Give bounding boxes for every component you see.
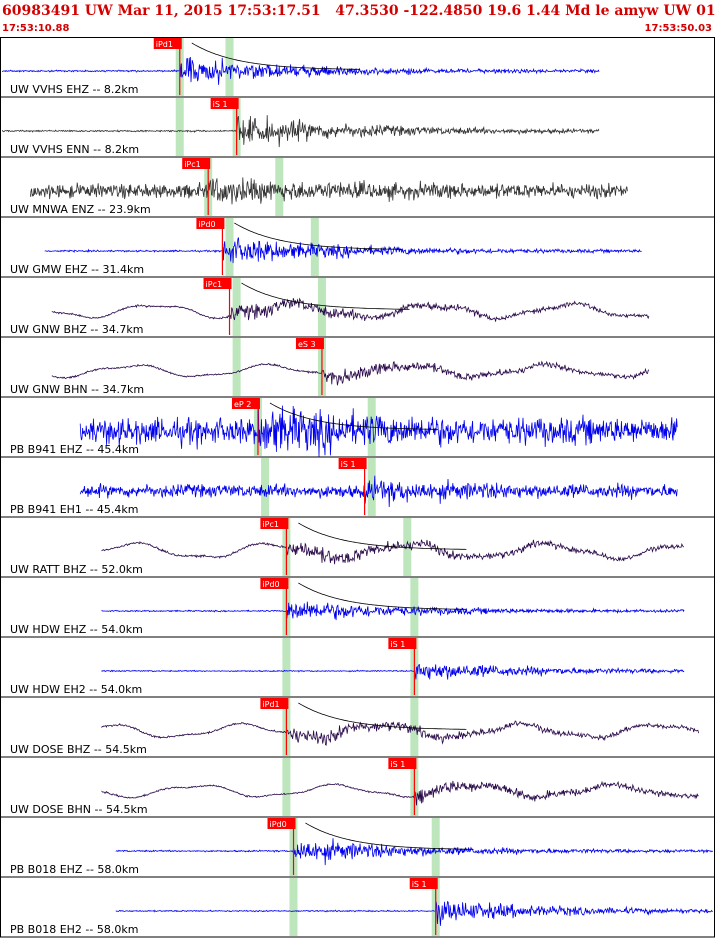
waveform-trace: [79, 475, 678, 508]
window-band: [275, 158, 284, 216]
pick-label: iPd0: [262, 580, 279, 589]
coda-curve: [269, 402, 439, 430]
trace-label: PB B018 EH2 -- 58.0km: [10, 923, 138, 936]
window-band: [317, 278, 326, 336]
coda-curve: [298, 702, 467, 730]
pick-label-box: [203, 278, 232, 289]
trace-label: UW MNWA ENZ -- 23.9km: [10, 203, 151, 216]
coda-curve: [234, 222, 403, 250]
pick-label: iS 1: [213, 100, 228, 109]
waveform-trace: [101, 780, 699, 806]
waveform-trace: [101, 664, 685, 680]
pick-label: iPc1: [262, 520, 279, 529]
window-band: [175, 98, 184, 156]
waveform-trace: [115, 900, 713, 926]
waveform-trace: [44, 237, 642, 264]
trace-label: PB B018 EHZ -- 58.0km: [10, 863, 139, 876]
pick-label-box: [153, 38, 182, 49]
pick-label: eS 3: [298, 340, 316, 349]
pick-label: iS 1: [412, 880, 427, 889]
window-band: [261, 458, 270, 516]
waveform-trace: [101, 720, 699, 746]
pick-label-box: [260, 578, 289, 589]
pick-label-box: [267, 818, 296, 829]
window-band: [431, 818, 440, 876]
event-title: 60983491 UW Mar 11, 2015 17:53:17.51 47.…: [2, 3, 715, 19]
record-header: 60983491 UW Mar 11, 2015 17:53:17.51 47.…: [0, 0, 715, 37]
pick-label: iPc1: [206, 280, 223, 289]
pick-label: iPd1: [156, 40, 173, 49]
pick-label: iPd1: [262, 700, 279, 709]
pick-label-box: [388, 758, 417, 769]
window-band: [232, 278, 241, 336]
pick-label-box: [182, 158, 211, 169]
coda-curve: [305, 822, 474, 850]
pick-label-box: [338, 458, 367, 469]
pick-label: iS 1: [390, 760, 405, 769]
trace-label: UW DOSE BHZ -- 54.5km: [10, 743, 147, 756]
waveform-trace: [101, 539, 684, 565]
trace-label: UW GNW BHN -- 34.7km: [10, 383, 144, 396]
trace-label: UW HDW EH2 -- 54.0km: [10, 683, 142, 696]
coda-curve: [298, 522, 467, 550]
trace-label: UW VVHS EHZ -- 8.2km: [10, 83, 139, 96]
trace-label: PB B941 EH1 -- 45.4km: [10, 503, 138, 516]
pick-label-box: [196, 218, 225, 229]
window-band: [282, 638, 291, 696]
window-band: [289, 878, 298, 936]
pick-label: iS 1: [390, 640, 405, 649]
trace-label: UW GNW BHZ -- 34.7km: [10, 323, 143, 336]
window-band: [225, 218, 234, 276]
window-band: [410, 698, 419, 756]
pick-label-box: [388, 638, 417, 649]
waveform-trace: [30, 177, 628, 205]
trace-label: UW GMW EHZ -- 31.4km: [10, 263, 144, 276]
pick-label: eP 2: [234, 400, 251, 409]
pick-label-box: [260, 698, 289, 709]
pick-label-box: [260, 518, 289, 529]
trace-label: UW DOSE BHN -- 54.5km: [10, 803, 148, 816]
trace-label: PB B941 EHZ -- 45.4km: [10, 443, 139, 456]
pick-label: iS 1: [341, 460, 356, 469]
coda-curve: [241, 282, 410, 310]
window-band: [232, 338, 241, 396]
window-band: [310, 218, 319, 276]
waveform-trace: [115, 838, 714, 866]
seismogram-panel: iPd1 UW VVHS EHZ -- 8.2km iS 1 UW VVHS ENN …: [0, 37, 715, 938]
window-start-time: 17:53:10.88: [2, 23, 70, 34]
pick-label: iPd0: [270, 820, 287, 829]
pick-label: iPc1: [184, 160, 201, 169]
trace-label: UW RATT BHZ -- 52.0km: [10, 563, 143, 576]
waveform-trace: [101, 601, 685, 621]
pick-label-box: [409, 878, 438, 889]
trace-label: UW VVHS ENN -- 8.2km: [10, 143, 139, 156]
waveform-trace: [51, 297, 650, 322]
waveform-trace: [51, 360, 650, 386]
window-end-time: 17:53:50.03: [644, 23, 712, 34]
coda-curve: [191, 42, 360, 70]
coda-curve: [298, 582, 467, 610]
window-band: [403, 518, 412, 576]
pick-label-box: [231, 398, 260, 409]
pick-label-box: [295, 338, 324, 349]
waveform-trace: [2, 115, 600, 148]
window-band: [282, 758, 291, 816]
pick-label: iPd0: [198, 220, 215, 229]
waveform-trace: [1, 56, 600, 85]
waveform-trace: [79, 405, 678, 457]
trace-label: UW HDW EHZ -- 54.0km: [10, 623, 143, 636]
pick-label-box: [210, 98, 239, 109]
